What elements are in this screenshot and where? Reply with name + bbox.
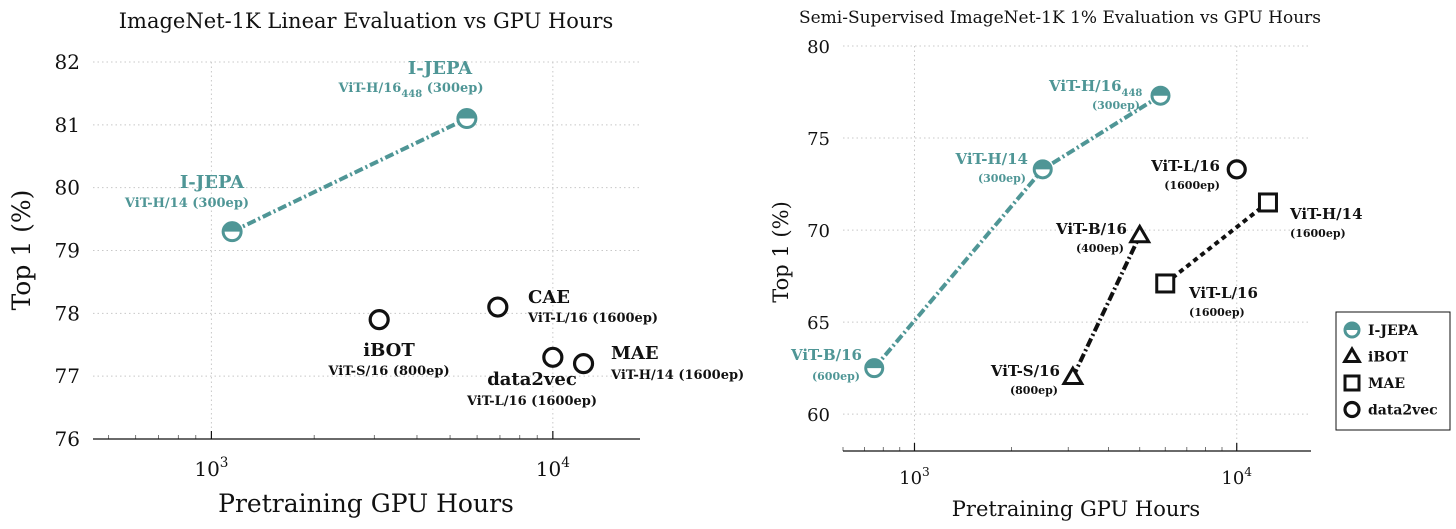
legend-label: I-JEPA (1368, 323, 1419, 339)
half-circle-marker (221, 221, 243, 243)
circle-marker (487, 296, 509, 318)
y-tick-label: 75 (807, 129, 830, 150)
half-circle-marker (456, 108, 478, 130)
y-tick-label: 70 (807, 221, 830, 242)
square-marker (1343, 374, 1361, 392)
half-circle-marker (1343, 321, 1361, 339)
ibot-point-label: ViT-S/16 (990, 362, 1060, 380)
legend-entry: iBOT (1342, 345, 1409, 366)
legend-label: iBOT (1368, 350, 1409, 366)
chart-1: ImageNet-1K Linear Evaluation vs GPU Hou… (7, 9, 744, 518)
x-axis-label: Pretraining GPU Hours (952, 497, 1200, 521)
mae-point-sublabel: (1600ep) (1290, 227, 1346, 240)
legend: I-JEPA iBOT MAE data2vec (1335, 311, 1451, 431)
mae-sublabel: ViT-H/14 (1600ep) (610, 368, 744, 383)
y-tick-label: 80 (807, 37, 830, 58)
triangle-marker (1342, 345, 1362, 364)
y-tick-label: 65 (807, 313, 830, 334)
data2vec-point-sublabel: (1600ep) (1164, 179, 1220, 192)
ijepa-line (231, 116, 468, 234)
y-tick-label: 76 (55, 427, 80, 451)
cae-sublabel: ViT-L/16 (1600ep) (527, 311, 658, 326)
ijepa-point-label: ViT-H/14 (954, 150, 1028, 168)
circle-marker (542, 346, 564, 368)
square-marker (1155, 273, 1176, 294)
x-axis-label: Pretraining GPU Hours (218, 489, 514, 518)
ijepa-label: I-JEPA (180, 172, 245, 193)
mae-label: MAE (611, 343, 659, 364)
half-circle-marker (1032, 159, 1053, 180)
ibot-point-label: ViT-B/16 (1055, 220, 1127, 238)
ijepa-sublabel: ViT-H/16448 (300ep) (337, 81, 483, 100)
data2vec-point-label: ViT-L/16 (1150, 157, 1220, 175)
y-tick-label: 80 (55, 176, 80, 200)
y-tick-label: 79 (55, 239, 80, 263)
y-tick-label: 77 (55, 364, 80, 388)
mae-line (1164, 200, 1270, 286)
x-tick-label: 103 (194, 455, 228, 481)
ijepa-point-label: ViT-H/16448 (1048, 77, 1142, 99)
y-tick-label: 60 (807, 405, 830, 426)
x-tick-label: 104 (536, 455, 570, 481)
legend-label: data2vec (1368, 403, 1438, 419)
ijepa-point-sublabel: (300ep) (1092, 99, 1140, 112)
cae-label: CAE (528, 287, 570, 308)
ijepa-sublabel: ViT-H/14 (300ep) (124, 196, 249, 211)
square-marker (1257, 192, 1278, 213)
legend-entry: I-JEPA (1343, 321, 1419, 339)
data2vec-sublabel: ViT-L/16 (1600ep) (466, 394, 597, 409)
y-axis-label: Top 1 (%) (769, 201, 793, 303)
ijepa-point-sublabel: (600ep) (812, 370, 860, 383)
mae-point-label: ViT-L/16 (1188, 284, 1258, 302)
y-axis-label: Top 1 (%) (7, 190, 36, 311)
circle-marker (1343, 400, 1361, 419)
y-tick-label: 81 (55, 113, 80, 137)
triangle-marker (1061, 365, 1085, 385)
mae-point-label: ViT-H/14 (1289, 205, 1363, 223)
ibot-line (1071, 234, 1142, 379)
legend-label: MAE (1368, 376, 1405, 392)
y-tick-label: 82 (55, 50, 80, 74)
half-circle-marker (864, 358, 885, 379)
circle-marker (368, 309, 390, 331)
data2vec-label: data2vec (487, 369, 577, 390)
x-tick-label: 104 (1221, 465, 1252, 489)
ijepa-point-label: ViT-B/16 (790, 346, 862, 364)
y-tick-label: 78 (55, 301, 80, 325)
ibot-point-sublabel: (400ep) (1076, 242, 1124, 255)
ijepa-label: I-JEPA (408, 58, 473, 79)
half-circle-marker (1150, 85, 1171, 106)
ijepa-point-sublabel: (300ep) (978, 172, 1026, 185)
circle-marker (572, 353, 595, 375)
ibot-label: iBOT (363, 340, 415, 361)
circle-marker (1226, 159, 1247, 180)
chart-2-title: Semi-Supervised ImageNet-1K 1% Evaluatio… (799, 8, 1321, 28)
legend-entry: data2vec (1343, 400, 1438, 419)
legend-entry: MAE (1343, 374, 1405, 392)
x-tick-label: 103 (899, 465, 930, 489)
chart-1-title: ImageNet-1K Linear Evaluation vs GPU Hou… (119, 9, 614, 33)
triangle-marker (1128, 223, 1152, 244)
mae-point-sublabel: (1600ep) (1189, 306, 1245, 319)
ibot-sublabel: ViT-S/16 (800ep) (327, 364, 449, 379)
chart-2: Semi-Supervised ImageNet-1K 1% Evaluatio… (769, 8, 1451, 521)
ibot-point-sublabel: (800ep) (1010, 384, 1058, 397)
